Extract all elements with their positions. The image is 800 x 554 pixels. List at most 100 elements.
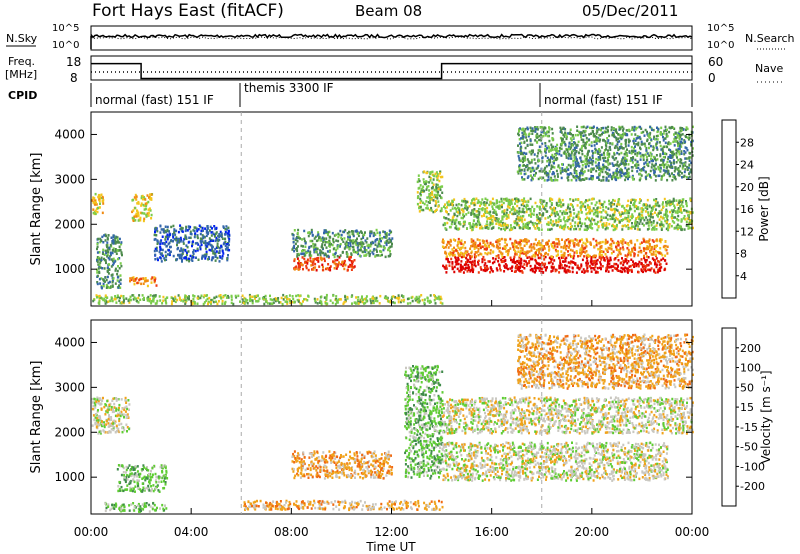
freq-left-tick-top: 18 [66, 55, 81, 69]
scatter-cell [119, 274, 122, 277]
scatter-cell [463, 197, 466, 201]
scatter-cell [474, 241, 477, 244]
scatter-cell [114, 242, 117, 245]
scatter-cell [477, 208, 480, 211]
scatter-cell [478, 211, 481, 214]
scatter-cell [576, 251, 578, 255]
scatter-cell [214, 251, 217, 255]
scatter-cell [304, 245, 307, 248]
scatter-cell [577, 216, 580, 219]
scatter-cell [190, 232, 193, 236]
scatter-cell [104, 280, 106, 283]
scatter-cell [618, 133, 621, 136]
scatter-cell [96, 245, 99, 249]
scatter-cell [444, 251, 447, 255]
scatter-cell [645, 177, 648, 181]
scatter-cell [627, 223, 629, 227]
scatter-cell [655, 228, 658, 231]
scatter-cell [626, 270, 629, 273]
scatter-cell [521, 210, 524, 214]
scatter-cell [581, 244, 584, 247]
scatter-cell [457, 227, 460, 230]
scatter-cell [562, 225, 565, 228]
scatter-cell [459, 247, 462, 250]
scatter-cell [621, 171, 624, 175]
scatter-cell [307, 268, 310, 272]
scatter-cell [603, 224, 606, 227]
scatter-cell [671, 172, 673, 175]
scatter-cell [388, 229, 391, 232]
scatter-cell [334, 262, 337, 266]
scatter-cell [416, 202, 419, 206]
scatter-cell [569, 240, 572, 243]
scatter-cell [553, 212, 556, 215]
scatter-cell [517, 216, 520, 219]
scatter-cell [320, 250, 323, 253]
scatter-cell [460, 203, 463, 207]
scatter-cell [489, 241, 492, 245]
scatter-cell [97, 267, 100, 270]
scatter-cell [569, 164, 572, 167]
scatter-cell [678, 144, 681, 148]
scatter-cell [609, 217, 612, 221]
scatter-cell [546, 156, 549, 160]
scatter-cell [683, 150, 686, 153]
scatter-cell [623, 206, 626, 210]
scatter-cell [640, 258, 643, 261]
scatter-cell [672, 201, 674, 204]
scatter-cell [615, 208, 618, 211]
scatter-cell [230, 294, 233, 298]
scatter-cell [153, 276, 156, 279]
scatter-cell [556, 224, 559, 227]
scatter-cell [588, 143, 591, 147]
scatter-cell [193, 229, 196, 233]
scatter-cell [449, 203, 452, 206]
scatter-cell [228, 248, 231, 252]
scatter-cell [212, 300, 215, 304]
scatter-cell [335, 249, 338, 252]
scatter-cell [612, 164, 615, 167]
scatter-cell [514, 250, 517, 254]
scatter-cell [659, 223, 662, 227]
scatter-cell [185, 258, 188, 262]
scatter-cell [550, 270, 553, 273]
scatter-cell [437, 190, 440, 194]
scatter-cell [679, 129, 682, 133]
scatter-cell [246, 299, 249, 302]
scatter-cell [349, 242, 352, 245]
scatter-cell [496, 239, 499, 242]
scatter-cell [645, 222, 648, 225]
scatter-cell [507, 200, 510, 204]
scatter-cell [426, 300, 429, 303]
scatter-cell [498, 250, 501, 253]
scatter-cell [586, 204, 589, 207]
scatter-cell [451, 200, 454, 203]
scatter-cell [202, 229, 204, 232]
scatter-cell [630, 198, 633, 202]
scatter-cell [678, 224, 681, 228]
scatter-cell [517, 172, 520, 175]
scatter-cell [481, 198, 484, 201]
scatter-cell [644, 153, 647, 156]
scatter-cell [657, 174, 660, 178]
scatter-cell [135, 195, 138, 198]
scatter-cell [506, 205, 509, 208]
scatter-cell [337, 235, 340, 239]
scatter-cell [585, 212, 588, 216]
scatter-cell [370, 301, 373, 305]
scatter-cell [484, 262, 487, 265]
scatter-cell [654, 262, 657, 265]
scatter-cell [606, 137, 609, 140]
scatter-cell [653, 225, 656, 229]
scatter-cell [575, 250, 578, 253]
scatter-cell [584, 177, 587, 180]
scatter-cell [213, 252, 216, 256]
scatter-cell [565, 256, 568, 260]
scatter-cell [451, 216, 454, 219]
scatter-cell [612, 265, 615, 268]
scatter-cell [439, 295, 442, 299]
scatter-cell [385, 296, 388, 299]
scatter-cell [425, 180, 428, 183]
scatter-cell [637, 265, 640, 268]
scatter-cell [338, 261, 340, 264]
